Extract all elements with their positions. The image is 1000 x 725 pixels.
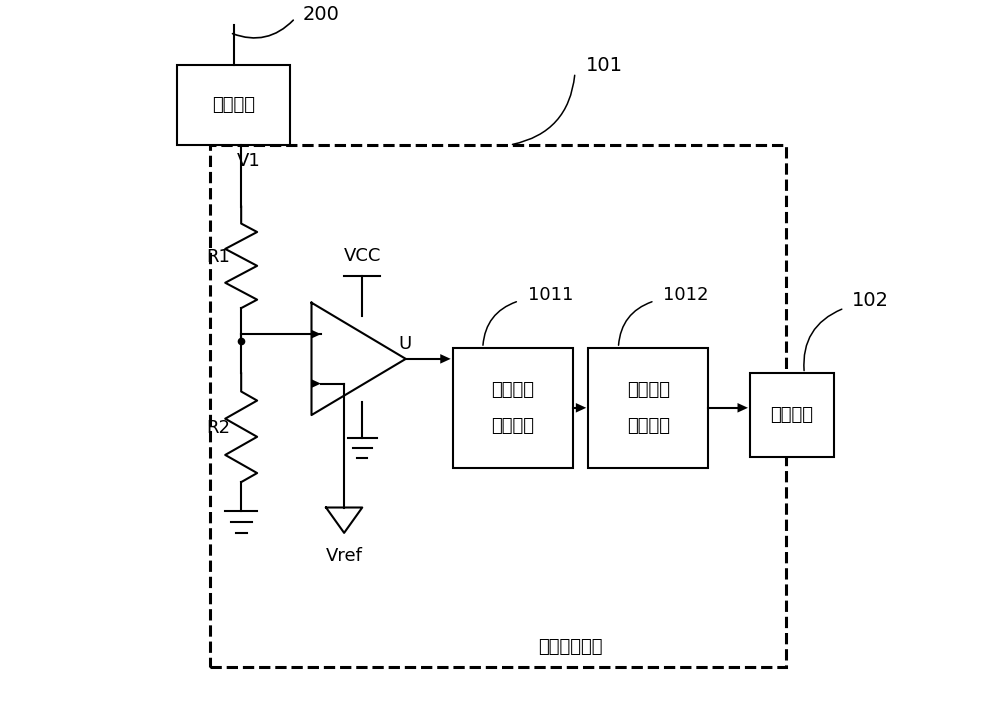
Text: 光电隔离: 光电隔离: [491, 381, 534, 399]
Polygon shape: [311, 379, 321, 388]
Text: V1: V1: [237, 152, 261, 170]
Bar: [453, 348, 572, 468]
Text: Vref: Vref: [326, 547, 363, 566]
Bar: [588, 348, 708, 468]
Polygon shape: [440, 354, 451, 364]
Text: 电路单元: 电路单元: [491, 417, 534, 435]
Text: 被测电源: 被测电源: [212, 96, 255, 114]
Text: 200: 200: [302, 5, 339, 24]
Text: 101: 101: [586, 56, 623, 75]
Polygon shape: [738, 403, 748, 413]
Bar: [210, 145, 786, 667]
Text: R2: R2: [206, 419, 230, 436]
Text: 1012: 1012: [663, 286, 709, 304]
Text: VCC: VCC: [344, 247, 381, 265]
Text: 微处理器: 微处理器: [770, 406, 813, 424]
Text: 电路单元: 电路单元: [627, 417, 670, 435]
Bar: [750, 373, 834, 457]
Polygon shape: [311, 330, 321, 339]
Text: 102: 102: [852, 291, 889, 310]
Text: 採电检测电路: 採电检测电路: [538, 638, 603, 655]
Text: 1011: 1011: [528, 286, 573, 304]
Text: 电平转换: 电平转换: [627, 381, 670, 399]
Text: R1: R1: [206, 249, 230, 266]
Bar: [177, 65, 290, 145]
Text: U: U: [398, 336, 412, 353]
Polygon shape: [576, 403, 586, 413]
